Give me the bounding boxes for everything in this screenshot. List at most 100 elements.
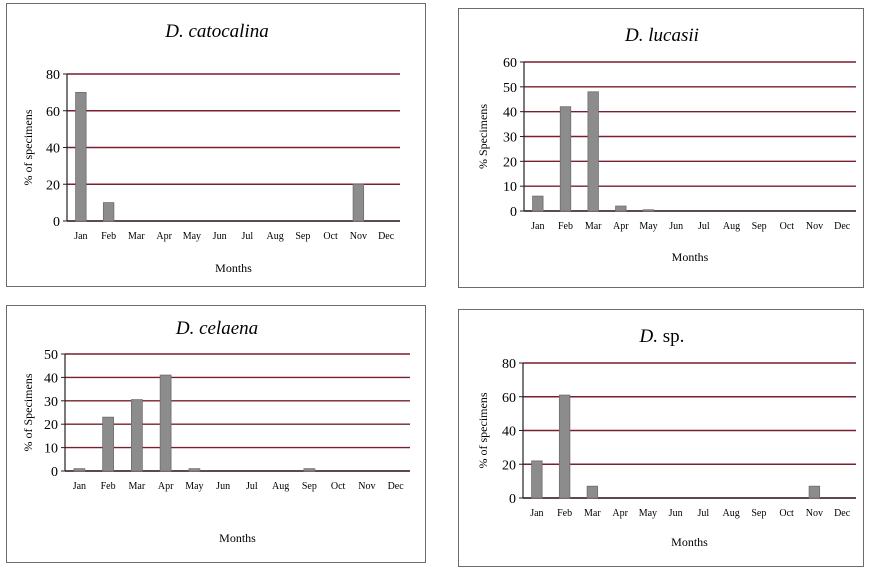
bar-apr bbox=[615, 205, 627, 212]
x-tick-label: May bbox=[639, 508, 657, 519]
x-tick-label: Jul bbox=[698, 508, 710, 519]
y-tick-label: 80 bbox=[502, 357, 516, 372]
chart-title: D. lucasii bbox=[624, 25, 699, 46]
bar-feb bbox=[102, 202, 115, 222]
y-tick-label: 40 bbox=[46, 142, 60, 157]
y-tick-label: 20 bbox=[503, 155, 517, 170]
x-tick-label: Aug bbox=[267, 231, 284, 242]
x-tick-label: Jun bbox=[216, 481, 230, 492]
y-axis-label: % of specimens bbox=[476, 392, 490, 468]
bar-jan bbox=[532, 195, 544, 212]
x-tick-label: Oct bbox=[780, 221, 795, 232]
chart-panel-celaena: D. celaena 0 10 20 30 40 50 Jan Feb Mar Apr May Jun J… bbox=[6, 305, 426, 563]
x-tick-label: Oct bbox=[779, 508, 794, 519]
x-axis-label: Months bbox=[671, 535, 708, 549]
y-tick-label: 40 bbox=[502, 425, 516, 440]
x-tick-label: Mar bbox=[128, 231, 145, 242]
bar-sep bbox=[303, 468, 316, 472]
x-tick-label: Nov bbox=[806, 221, 823, 232]
chart-title: D. catocalina bbox=[164, 21, 268, 42]
y-tick-label: 0 bbox=[51, 465, 58, 480]
y-tick-label: 10 bbox=[44, 442, 58, 457]
bar-nov bbox=[808, 485, 821, 499]
y-tick-label: 40 bbox=[503, 106, 517, 121]
y-tick-label: 50 bbox=[503, 81, 517, 96]
bar-apr bbox=[159, 374, 172, 472]
x-axis-label: Months bbox=[672, 250, 709, 264]
x-axis-label: Months bbox=[215, 261, 252, 275]
x-tick-label: Oct bbox=[331, 481, 346, 492]
x-tick-label: Nov bbox=[806, 508, 823, 519]
x-tick-label: Feb bbox=[558, 221, 573, 232]
y-tick-label: 80 bbox=[46, 68, 60, 83]
y-tick-label: 30 bbox=[44, 395, 58, 410]
chart-title: D. sp. bbox=[639, 326, 685, 347]
bar-chart-lucasii: D. lucasii 0 10 20 30 40 50 60 Jan Feb Mar Apr May Ju… bbox=[476, 25, 856, 264]
x-tick-label: Jul bbox=[698, 221, 710, 232]
x-tick-label: Feb bbox=[101, 481, 116, 492]
chart-title: D. celaena bbox=[175, 318, 258, 339]
y-axis-label: % Specimens bbox=[476, 104, 490, 169]
chart-panel-sp: D. sp. 0 20 40 60 80 Jan Feb Mar Apr May Jun Jul Aug S… bbox=[458, 309, 864, 567]
y-tick-label: 60 bbox=[46, 105, 60, 120]
x-tick-label: Apr bbox=[612, 508, 628, 519]
x-tick-label: Apr bbox=[156, 231, 172, 242]
x-tick-label: Dec bbox=[834, 508, 851, 519]
x-tick-label: Aug bbox=[723, 221, 740, 232]
chart-panel-lucasii: D. lucasii 0 10 20 30 40 50 60 Jan Feb Mar Apr May Ju… bbox=[458, 8, 864, 288]
x-tick-label: Sep bbox=[751, 508, 766, 519]
x-tick-label: Feb bbox=[557, 508, 572, 519]
x-tick-label: Jun bbox=[669, 508, 683, 519]
chart-panel-catocalina: D. catocalina 0 20 40 60 80 Jan Feb Mar Apr May Jun… bbox=[6, 3, 426, 287]
x-tick-label: Sep bbox=[302, 481, 317, 492]
y-tick-label: 0 bbox=[509, 492, 516, 507]
x-tick-label: Nov bbox=[350, 231, 367, 242]
bar-chart-sp: D. sp. 0 20 40 60 80 Jan Feb Mar Apr May Jun Jul Aug S… bbox=[476, 326, 856, 549]
bar-chart-celaena: D. celaena 0 10 20 30 40 50 Jan Feb Mar Apr May Jun J… bbox=[21, 318, 410, 545]
bar-jan bbox=[73, 468, 86, 472]
y-tick-label: 20 bbox=[44, 418, 58, 433]
y-tick-label: 50 bbox=[44, 348, 58, 363]
bar-nov bbox=[352, 183, 365, 222]
bar-chart-catocalina: D. catocalina 0 20 40 60 80 Jan Feb Mar Apr May Jun… bbox=[21, 21, 400, 275]
x-tick-label: May bbox=[185, 481, 203, 492]
y-tick-label: 40 bbox=[44, 371, 58, 386]
x-tick-label: Jul bbox=[246, 481, 258, 492]
x-tick-label: Apr bbox=[158, 481, 174, 492]
x-tick-label: Aug bbox=[723, 508, 740, 519]
y-tick-label: 30 bbox=[503, 131, 517, 146]
x-tick-label: Mar bbox=[129, 481, 146, 492]
x-tick-label: Sep bbox=[752, 221, 767, 232]
x-tick-label: Aug bbox=[272, 481, 289, 492]
x-tick-label: Dec bbox=[834, 221, 851, 232]
bar-feb bbox=[559, 106, 572, 212]
x-tick-label: Dec bbox=[388, 481, 405, 492]
x-tick-label: Nov bbox=[358, 481, 375, 492]
x-tick-label: Jun bbox=[669, 221, 683, 232]
bar-feb bbox=[102, 416, 114, 472]
x-tick-label: Apr bbox=[613, 221, 629, 232]
y-tick-label: 20 bbox=[502, 458, 516, 473]
bar-mar bbox=[586, 485, 599, 499]
y-tick-label: 0 bbox=[53, 215, 60, 230]
x-tick-label: Oct bbox=[323, 231, 338, 242]
bar-jan bbox=[75, 91, 87, 222]
y-tick-label: 60 bbox=[502, 391, 516, 406]
bar-feb bbox=[558, 394, 571, 499]
y-axis-label: % of specimens bbox=[21, 109, 35, 185]
bar-mar bbox=[587, 91, 599, 212]
y-tick-label: 60 bbox=[503, 56, 517, 71]
x-tick-label: Dec bbox=[378, 231, 395, 242]
x-tick-label: Jul bbox=[242, 231, 254, 242]
x-tick-label: Jan bbox=[531, 221, 544, 232]
x-tick-label: Jan bbox=[73, 481, 86, 492]
bar-may bbox=[188, 468, 201, 472]
x-tick-label: Jun bbox=[213, 231, 227, 242]
y-tick-label: 20 bbox=[46, 178, 60, 193]
bar-jan bbox=[531, 460, 543, 499]
bar-mar bbox=[131, 399, 143, 472]
x-tick-label: Sep bbox=[295, 231, 310, 242]
x-tick-label: Feb bbox=[101, 231, 116, 242]
x-tick-label: Mar bbox=[584, 508, 601, 519]
y-axis-label: % of Specimens bbox=[21, 373, 35, 451]
